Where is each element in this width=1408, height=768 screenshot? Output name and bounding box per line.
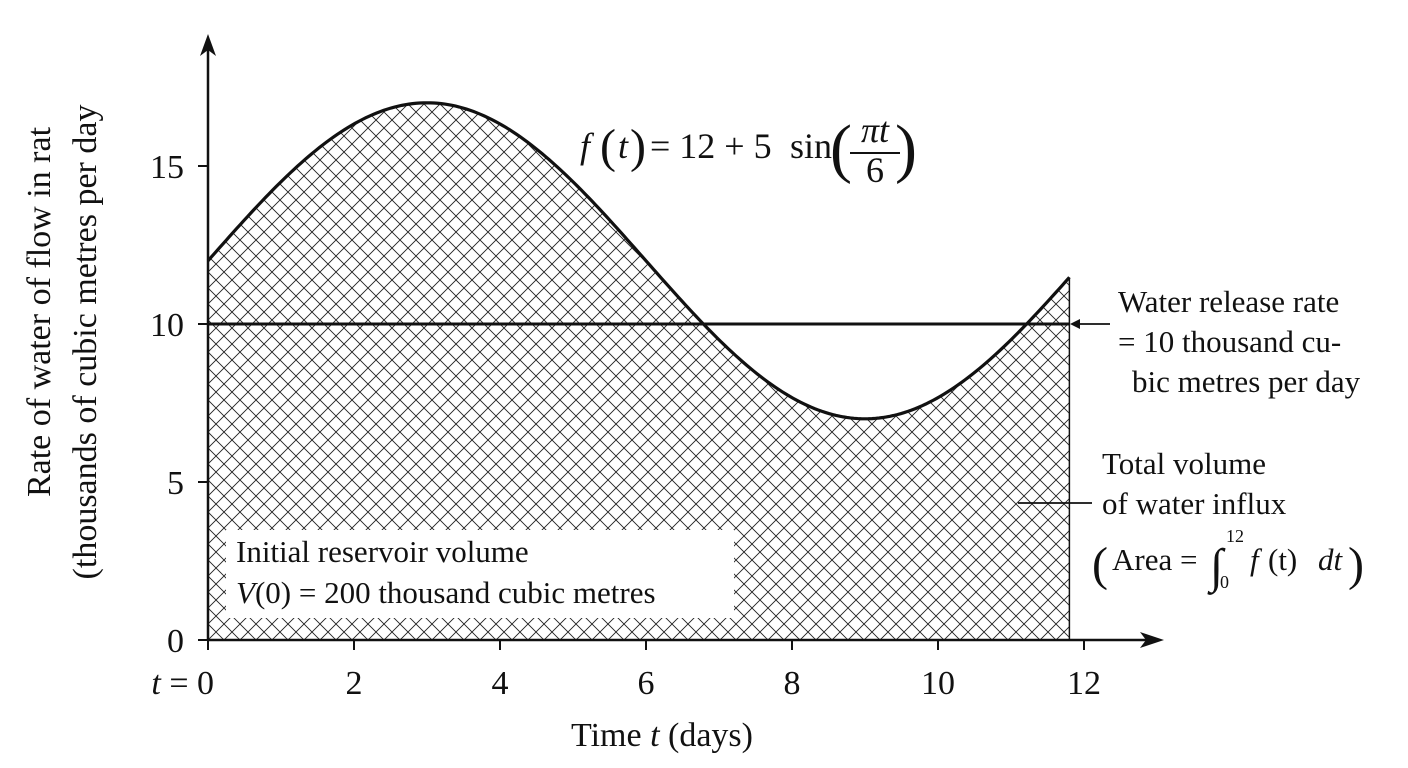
formula-numerator: πt: [861, 110, 890, 150]
integral-paren-close: ): [1348, 538, 1364, 591]
influx-label-1: Total volume: [1102, 446, 1266, 481]
x-tick-label-8: 8: [784, 665, 801, 702]
formula-big-paren-open: (: [830, 112, 852, 185]
y-axis-title-line2: (thousands of cubic metres per day: [67, 105, 104, 580]
formula-denominator: 6: [866, 150, 884, 190]
release-label-1: Water release rate: [1118, 284, 1339, 319]
y-axis-arrow-icon: [200, 34, 216, 56]
integral-paren-open: (: [1092, 538, 1108, 591]
initial-label-1: Initial reservoir volume: [236, 534, 529, 569]
axis-ticks: t = 0 2 4 6 8 10 12 0 5 10 15: [150, 149, 1101, 702]
x-tick-label-6: 6: [638, 665, 655, 702]
integral-area-label: Area =: [1112, 542, 1197, 577]
x-tick-label-4: 4: [492, 665, 509, 702]
y-tick-label-15: 15: [150, 149, 184, 186]
formula-rhs: = 12 + 5: [650, 126, 772, 166]
x-axis-arrow-icon: [1140, 632, 1164, 648]
release-label-3: bic metres per day: [1132, 364, 1361, 399]
integral-lower-limit: 0: [1220, 572, 1229, 592]
integral-differential: dt: [1318, 542, 1344, 577]
formula-f: f: [580, 126, 595, 166]
influx-area: [208, 102, 1070, 641]
y-axis-title-line1: Rate of water of flow in rat: [21, 126, 58, 497]
formula-paren-open: (: [600, 120, 616, 173]
series-line-f: [206, 101, 1071, 421]
formula-sin: sin: [790, 126, 832, 166]
formula-t: t: [618, 126, 629, 166]
integral-upper-limit: 12: [1226, 526, 1244, 546]
y-tick-label-10: 10: [150, 307, 184, 344]
influx-label-2: of water influx: [1102, 486, 1287, 521]
initial-label-box: [226, 530, 734, 618]
x-tick-label-2: 2: [346, 665, 363, 702]
initial-label-2: V(0) = 200 thousand cubic metres: [236, 575, 656, 610]
x-axis-title: Time t (days): [571, 717, 753, 754]
integral-integrand-var: (t): [1268, 542, 1297, 577]
x-tick-label-12: 12: [1067, 665, 1101, 702]
formula: f ( t ) = 12 + 5 sin ( πt 6 ): [580, 110, 917, 190]
integral-integrand: f: [1250, 542, 1263, 577]
x-tick-label-0: t = 0: [151, 665, 214, 702]
influx-integral: ( Area = ∫ 12 0 f (t) dt ): [1092, 526, 1364, 595]
release-label-2: = 10 thousand cu-: [1118, 324, 1341, 359]
integral-sign: ∫: [1207, 540, 1226, 595]
y-tick-label-0: 0: [167, 623, 184, 660]
formula-big-paren-close: ): [895, 112, 917, 185]
x-tick-label-10: 10: [921, 665, 955, 702]
y-tick-label-5: 5: [167, 465, 184, 502]
formula-paren-close: ): [630, 120, 646, 173]
